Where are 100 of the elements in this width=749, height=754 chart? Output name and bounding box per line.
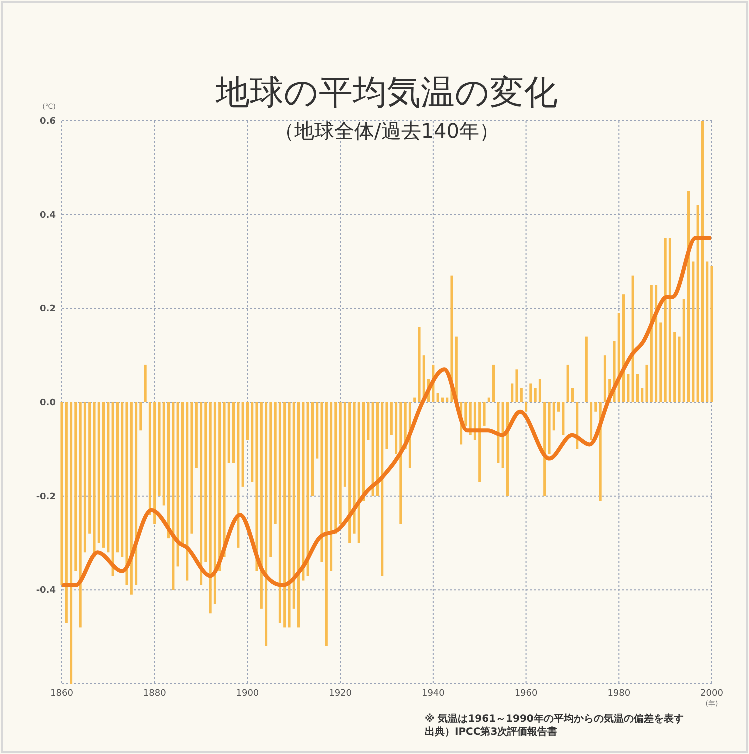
bar xyxy=(441,398,444,402)
bar xyxy=(135,402,138,586)
bar xyxy=(93,402,96,558)
bar xyxy=(251,402,254,482)
bar xyxy=(604,356,606,402)
bar xyxy=(372,402,374,496)
y-tick-label: 0.2 xyxy=(40,304,56,315)
bar xyxy=(204,402,208,562)
x-tick-label: 1940 xyxy=(422,689,446,699)
bar xyxy=(298,402,300,628)
bar xyxy=(688,191,690,402)
bar xyxy=(88,402,92,534)
bar xyxy=(200,402,203,586)
bar xyxy=(488,398,490,402)
bar xyxy=(622,294,626,402)
bar xyxy=(154,402,156,524)
x-tick-label: 1980 xyxy=(608,689,631,699)
bar xyxy=(288,402,291,628)
bar xyxy=(520,388,523,402)
bar xyxy=(232,402,236,464)
bar xyxy=(710,266,714,402)
bar xyxy=(538,379,542,402)
y-tick-label: 0.6 xyxy=(40,117,56,127)
bar xyxy=(218,402,222,572)
bar xyxy=(571,388,574,402)
bar xyxy=(660,322,662,402)
bar xyxy=(516,370,518,402)
bar xyxy=(102,402,106,548)
bar xyxy=(158,402,161,496)
bar xyxy=(172,402,175,590)
bar xyxy=(98,402,100,544)
chart-subtitle: （地球全体/過去140年） xyxy=(274,119,500,143)
bar xyxy=(400,402,402,524)
y-tick-label: -0.2 xyxy=(36,492,56,502)
bar xyxy=(320,402,324,562)
bar xyxy=(190,402,194,534)
chart-title: 地球の平均気温の変化 xyxy=(215,73,558,113)
bar xyxy=(590,402,593,440)
bar xyxy=(655,285,658,402)
bar xyxy=(544,402,546,496)
bar xyxy=(148,402,152,516)
bar xyxy=(130,402,133,595)
bar xyxy=(278,402,282,624)
bar xyxy=(358,402,360,544)
y-tick-label: -0.4 xyxy=(36,586,56,596)
bar xyxy=(381,402,384,576)
bar xyxy=(668,238,672,402)
bar xyxy=(195,402,198,468)
bar xyxy=(223,402,226,558)
bar xyxy=(497,402,500,464)
bar xyxy=(214,402,216,604)
bar xyxy=(112,402,114,576)
bar xyxy=(176,402,180,567)
bar xyxy=(636,374,639,402)
bar xyxy=(552,402,556,431)
bar xyxy=(84,402,86,553)
bar xyxy=(585,336,588,402)
x-tick-label: 1960 xyxy=(514,689,538,699)
bar xyxy=(116,402,119,553)
bar xyxy=(414,398,416,402)
bar xyxy=(284,402,286,628)
bar xyxy=(325,402,328,646)
bar xyxy=(265,402,268,646)
bar xyxy=(348,402,352,544)
bar xyxy=(558,402,560,412)
bar xyxy=(126,402,128,586)
bar xyxy=(386,402,388,450)
bar xyxy=(302,402,305,581)
bar xyxy=(511,384,514,402)
bar xyxy=(140,402,142,431)
bar xyxy=(186,402,189,581)
x-tick-label: 1860 xyxy=(50,689,74,699)
x-tick-label: 1880 xyxy=(143,689,167,699)
bar xyxy=(237,402,240,548)
bar xyxy=(682,299,686,402)
bar xyxy=(339,402,342,524)
x-tick-label: 2000 xyxy=(700,689,724,699)
bar xyxy=(270,402,272,558)
bar xyxy=(144,364,147,402)
y-tick-label: 0.4 xyxy=(40,210,56,221)
bar xyxy=(344,402,346,487)
bar xyxy=(353,402,356,534)
bar xyxy=(390,402,393,436)
bar xyxy=(701,121,704,402)
x-tick-label: 1900 xyxy=(236,689,260,699)
bar xyxy=(627,374,630,402)
bar xyxy=(692,262,695,402)
bar xyxy=(436,393,440,402)
bar xyxy=(483,402,486,426)
bar xyxy=(242,402,244,487)
bar xyxy=(534,388,537,402)
bar xyxy=(162,402,166,506)
bar xyxy=(696,205,700,402)
bar xyxy=(121,402,124,558)
bar xyxy=(79,402,82,628)
bar xyxy=(594,402,598,412)
source-note: 出典）IPCC第3次評価報告書 xyxy=(425,726,558,738)
y-tick-label: 0.0 xyxy=(40,398,56,408)
bar xyxy=(256,402,258,572)
bar xyxy=(632,276,634,402)
